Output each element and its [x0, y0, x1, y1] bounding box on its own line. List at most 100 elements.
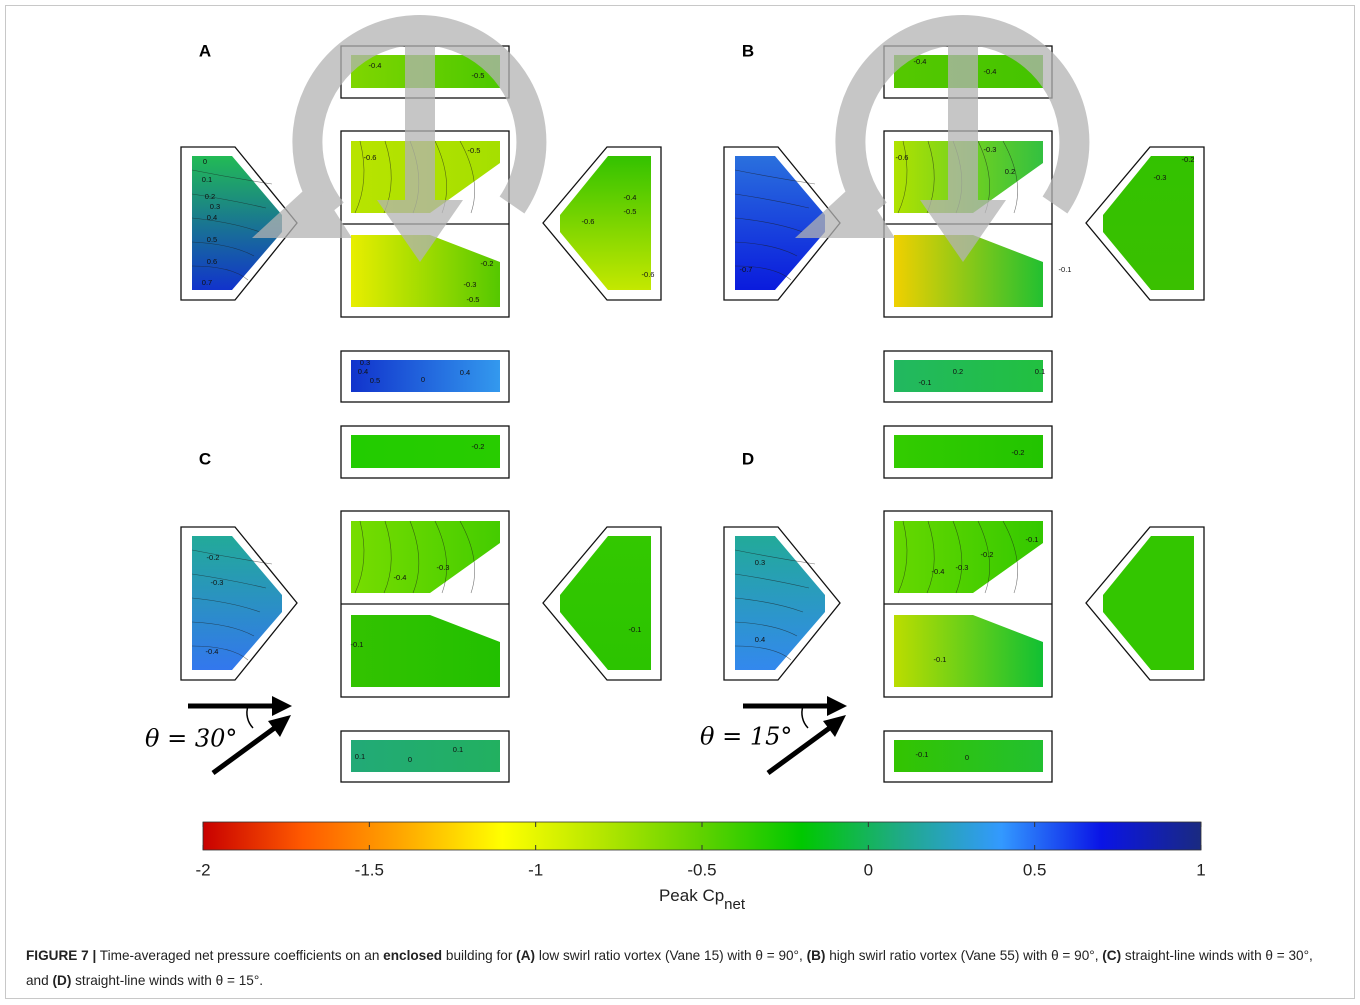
- contour-label: -0.1: [916, 750, 929, 759]
- caption-text: building for: [442, 948, 516, 963]
- contour-label: -0.3: [984, 145, 997, 154]
- contour-label: -0.3: [956, 563, 969, 572]
- caption-text: FIGURE 7 |: [26, 948, 96, 963]
- panel-label: C: [199, 449, 211, 468]
- surface-right: [560, 156, 651, 290]
- wind-dir-head: [823, 715, 846, 737]
- colorbar-label-sub: net: [724, 896, 746, 913]
- contour-label: 0.2: [1005, 167, 1015, 176]
- contour-label: -0.4: [914, 57, 927, 66]
- figure-graphic: A-0.4-0.5-0.6-0.500.10.20.30.40.50.60.7-…: [0, 0, 1360, 1005]
- panel-label: B: [742, 41, 754, 60]
- panel-label: A: [199, 41, 211, 60]
- contour-label: -0.2: [981, 550, 994, 559]
- contour-label: -0.3: [211, 578, 224, 587]
- contour-label: -0.2: [481, 259, 494, 268]
- caption-text: (D): [52, 973, 71, 988]
- contour-label: 0.3: [755, 558, 765, 567]
- contour-label: -0.1: [1026, 535, 1039, 544]
- angle-label: θ = 15°: [700, 723, 792, 751]
- contour-label: -0.4: [394, 573, 407, 582]
- contour-label: -0.4: [932, 567, 945, 576]
- contour-label: 0.1: [453, 745, 463, 754]
- surface-bottom: [351, 740, 500, 772]
- contour-label: -0.2: [1012, 448, 1025, 457]
- colorbar-tick-label: -2: [195, 860, 210, 879]
- contour-label: 0: [421, 375, 425, 384]
- contour-label: -0.5: [467, 295, 480, 304]
- wind-ref-head: [827, 696, 847, 716]
- contour-label: -0.6: [582, 217, 595, 226]
- surface-top: [351, 435, 500, 468]
- colorbar-tick-label: 0.5: [1023, 860, 1047, 879]
- caption-text: low swirl ratio vortex (Vane 15) with θ …: [535, 948, 807, 963]
- caption: FIGURE 7 | Time-averaged net pressure co…: [26, 943, 1336, 993]
- wind-dir-head: [268, 715, 291, 737]
- contour-label: 0.7: [202, 278, 212, 287]
- contour-label: -0.7: [740, 265, 753, 274]
- contour-label: -0.1: [919, 378, 932, 387]
- flow-shaft: [948, 35, 978, 200]
- angle-label: θ = 30°: [145, 725, 237, 753]
- contour-label: -0.4: [206, 647, 219, 656]
- contour-label: -0.1: [351, 640, 364, 649]
- caption-text: enclosed: [383, 948, 442, 963]
- contour-label: 0.2: [953, 367, 963, 376]
- contour-label: 0.6: [207, 257, 217, 266]
- surface-left: [735, 536, 825, 670]
- caption-text: (A): [516, 948, 535, 963]
- contour-label: -0.3: [1154, 173, 1167, 182]
- contour-label: 0.4: [358, 367, 368, 376]
- contour-label: -0.1: [629, 625, 642, 634]
- surface-right: [1103, 536, 1194, 670]
- contour-label: 0.4: [460, 368, 470, 377]
- contour-label: -0.6: [642, 270, 655, 279]
- surface-roof-lower: [351, 615, 500, 687]
- wind-ref-head: [272, 696, 292, 716]
- angle-arc: [802, 706, 808, 728]
- contour-label: -0.2: [207, 553, 220, 562]
- contour-label: -0.3: [464, 280, 477, 289]
- contour-label: 0.4: [207, 213, 217, 222]
- contour-label: 0: [408, 755, 412, 764]
- contour-label: 0.3: [210, 202, 220, 211]
- contour-label: -0.5: [472, 71, 485, 80]
- contour-label: -0.5: [624, 207, 637, 216]
- contour-label: 0.2: [205, 192, 215, 201]
- caption-text: (C): [1102, 948, 1121, 963]
- contour-label: 0.3: [360, 358, 370, 367]
- contour-label: 0.1: [1035, 367, 1045, 376]
- panel-label: D: [742, 449, 754, 468]
- surface-roof-lower: [894, 615, 1043, 687]
- contour-label: -0.4: [624, 193, 637, 202]
- surface-roof-upper: [894, 521, 1043, 593]
- contour-label: 0.5: [370, 376, 380, 385]
- figure: {"panels": [ {"label": "A", "contour_lab…: [0, 0, 1360, 1005]
- caption-text: Time-averaged net pressure coefficients …: [96, 948, 383, 963]
- contour-label: -0.5: [468, 146, 481, 155]
- contour-label: -0.2: [1182, 155, 1195, 164]
- caption-text: (B): [807, 948, 826, 963]
- flow-shaft: [405, 35, 435, 200]
- colorbar-tick-label: 0: [864, 860, 873, 879]
- contour-label: -0.6: [896, 153, 909, 162]
- colorbar-tick-label: -1.5: [355, 860, 384, 879]
- colorbar-label: Peak Cpnet: [659, 886, 746, 912]
- caption-text: high swirl ratio vortex (Vane 55) with θ…: [825, 948, 1102, 963]
- contour-label: 0.5: [207, 235, 217, 244]
- surface-bottom: [894, 360, 1043, 392]
- surface-roof-upper: [351, 521, 500, 593]
- angle-arc: [247, 706, 253, 728]
- surface-right: [1103, 156, 1194, 290]
- colorbar-tick-label: -0.5: [687, 860, 716, 879]
- colorbar-label-main: Peak Cp: [659, 886, 724, 905]
- contour-label: -0.2: [472, 442, 485, 451]
- contour-label: 0.1: [202, 175, 212, 184]
- contour-label: 0: [965, 753, 969, 762]
- surface-right: [560, 536, 651, 670]
- contour-label: -0.4: [984, 67, 997, 76]
- contour-label: -0.6: [364, 153, 377, 162]
- contour-label: 0: [203, 157, 207, 166]
- colorbar-tick-label: 1: [1196, 860, 1205, 879]
- contour-label: -0.1: [934, 655, 947, 664]
